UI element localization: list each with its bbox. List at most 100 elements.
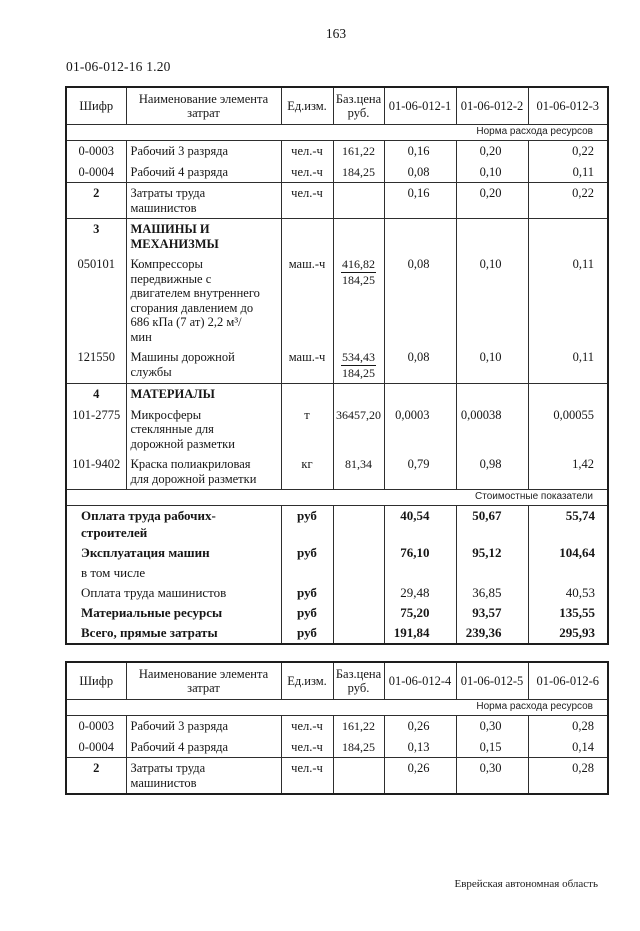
norm-value-cell: 0,20 (455, 182, 528, 219)
table-row: 0-0004 Рабочий 4 разряда чел.-ч 184,25 0,08 0… (65, 161, 608, 183)
cost-row: Всего, прямые затраты руб 191,84 239,36 295,… (65, 623, 608, 644)
price-denominator: 184,25 (342, 365, 375, 380)
code-cell: 050101 (65, 254, 126, 347)
table-row: 0-0003 Рабочий 3 разряда чел.-ч 161,22 0,26 0… (65, 715, 608, 737)
norm-value-cell: 0,10 (455, 254, 528, 347)
cost-norm-table-2: Шифр Наименование элемента затрат Ед.изм. Б… (65, 661, 609, 795)
norm-value-cell (527, 218, 608, 254)
price-empty-cell (332, 583, 384, 603)
unit-cell: чел.-ч (280, 182, 333, 219)
unit-cell: руб (280, 543, 333, 563)
cost-band-label: Стоимостные показатели (65, 489, 608, 506)
column-header-price: Баз.цена руб. (332, 87, 384, 125)
norm-value-cell: 0,26 (383, 715, 456, 737)
norm-value-cell: 0,15 (455, 736, 528, 758)
norm-value-cell (527, 383, 608, 405)
code-cell: 2 (65, 757, 126, 794)
name-cell: Затраты труда машинистов (125, 757, 281, 794)
unit-cell: чел.-ч (280, 140, 333, 162)
cost-label-cell: Всего, прямые затраты (65, 623, 281, 644)
name-cell: Затраты труда машинистов (125, 182, 281, 219)
column-header-unit: Ед.изм. (280, 87, 333, 125)
price-empty-cell (332, 505, 384, 543)
cost-value-cell (527, 563, 608, 583)
norm-value-cell: 0,30 (455, 757, 528, 794)
price-numerator: 534,43 (341, 350, 376, 366)
unit-cell: руб (280, 603, 333, 623)
column-header-name: Наименование элемента затрат (125, 662, 281, 700)
cost-value-cell: 36,85 (455, 583, 528, 603)
price-denominator: 184,25 (342, 272, 375, 287)
norm-value-cell: 0,22 (527, 140, 608, 162)
cost-value-cell: 191,84 (383, 623, 456, 644)
table-row: 121550 Машины дорожной службы маш.-ч 534,43… (65, 347, 608, 384)
unit-cell (280, 383, 333, 405)
name-cell: Рабочий 3 разряда (125, 715, 281, 737)
table-row: 050101 Компрессоры передвижные с двигател… (65, 254, 608, 347)
column-header-name: Наименование элемента затрат (125, 87, 281, 125)
norm-value-cell: 0,10 (455, 161, 528, 183)
price-empty-cell (332, 623, 384, 644)
cost-norm-table-1: Шифр Наименование элемента затрат Ед.изм. Б… (65, 86, 609, 645)
cost-label-cell: Оплата труда машинистов (65, 583, 281, 603)
unit-cell: т (280, 404, 333, 454)
norm-value-cell (383, 218, 456, 254)
unit-cell: кг (280, 454, 333, 490)
table-row: 101-2775 Микросферы стеклянные для дорожн… (65, 404, 608, 454)
unit-cell: руб (280, 583, 333, 603)
norm-value-cell: 0,20 (455, 140, 528, 162)
norm-value-cell: 0,14 (527, 736, 608, 758)
price-empty-cell (332, 563, 384, 583)
cost-value-cell: 29,48 (383, 583, 456, 603)
unit-cell: чел.-ч (280, 161, 333, 183)
cost-value-cell: 55,74 (527, 505, 608, 543)
norm-value-cell: 0,08 (383, 347, 456, 384)
price-cell (332, 182, 384, 219)
code-cell: 121550 (65, 347, 126, 384)
norm-value-cell: 0,30 (455, 715, 528, 737)
name-cell: Компрессоры передвижные с двигателем вну… (125, 254, 281, 347)
norm-value-cell: 0,11 (527, 254, 608, 347)
unit-cell: маш.-ч (280, 347, 333, 384)
norm-value-cell: 0,28 (527, 715, 608, 737)
cost-label-cell: Материальные ресурсы (65, 603, 281, 623)
table-row: 4 МАТЕРИАЛЫ (65, 383, 608, 405)
unit-cell: чел.-ч (280, 715, 333, 737)
norm-value-cell: 0,0003 (383, 404, 456, 454)
price-empty-cell (332, 603, 384, 623)
doc-code: 01-06-012-16 1.20 (66, 59, 171, 74)
cost-value-cell (383, 563, 456, 583)
header-row: Шифр Наименование элемента затрат Ед.изм. Б… (65, 87, 608, 125)
column-header-norm-code: 01-06-012-4 (383, 662, 456, 700)
norm-value-cell: 0,11 (527, 161, 608, 183)
norm-value-cell: 0,13 (383, 736, 456, 758)
unit-cell: чел.-ч (280, 757, 333, 794)
region-footer: Еврейская автономная область (454, 878, 598, 890)
table-row: 0-0004 Рабочий 4 разряда чел.-ч 184,25 0,13 0… (65, 736, 608, 758)
price-cell: 416,82 184,25 (332, 254, 384, 347)
column-header-norm-code: 01-06-012-1 (383, 87, 456, 125)
norm-value-cell: 0,00038 (455, 404, 528, 454)
cost-value-cell: 40,53 (527, 583, 608, 603)
norm-value-cell: 0,26 (383, 757, 456, 794)
cost-value-cell: 93,57 (455, 603, 528, 623)
cost-band-row: Стоимостные показатели (65, 489, 608, 506)
code-cell: 0-0003 (65, 715, 126, 737)
cost-value-cell: 95,12 (455, 543, 528, 563)
norm-band-label: Норма расхода ресурсов (65, 699, 608, 716)
price-cell: 184,25 (332, 161, 384, 183)
norm-value-cell: 0,11 (527, 347, 608, 384)
table-row: 101-9402 Краска полиакриловая для дорожно… (65, 454, 608, 490)
code-cell: 3 (65, 218, 126, 254)
price-numerator: 416,82 (341, 257, 376, 273)
unit-cell: маш.-ч (280, 254, 333, 347)
column-header-norm-code: 01-06-012-5 (455, 662, 528, 700)
price-cell (332, 757, 384, 794)
price-cell: 534,43 184,25 (332, 347, 384, 384)
table-body: Норма расхода ресурсов 0-0003 Рабочий 3 ра… (65, 124, 608, 644)
unit-cell (280, 563, 333, 583)
cost-value-cell: 76,10 (383, 543, 456, 563)
norm-value-cell: 0,00055 (527, 404, 608, 454)
code-cell: 4 (65, 383, 126, 405)
cost-label-cell: в том числе (65, 563, 281, 583)
